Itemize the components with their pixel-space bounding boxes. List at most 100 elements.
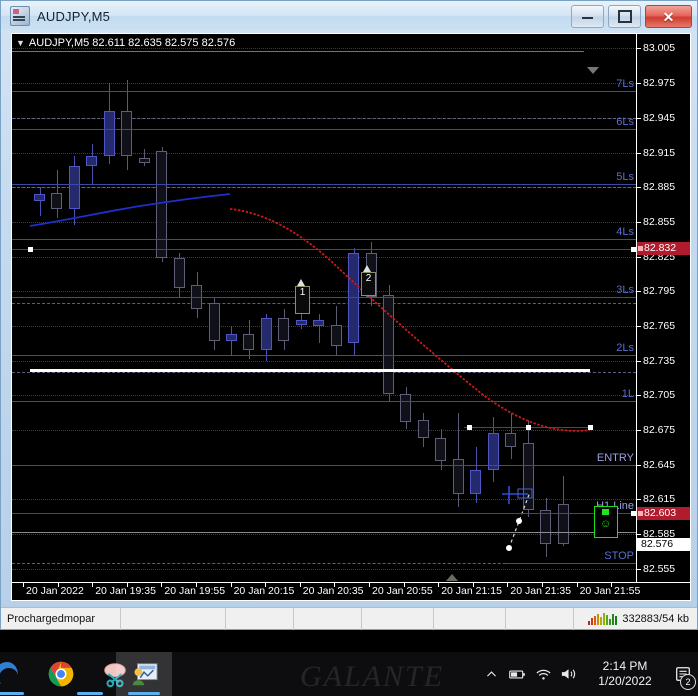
taskbar-item-snipping-tool[interactable] — [88, 652, 142, 696]
battery-icon[interactable] — [504, 652, 530, 696]
trendline-midpoint-handle — [516, 518, 522, 524]
chart-header: ▼ AUDJPY,M5 82.611 82.635 82.575 82.576 — [16, 37, 235, 49]
collapse-icon[interactable]: ▼ — [16, 38, 25, 48]
red-price-line[interactable] — [12, 249, 636, 251]
time-tick: 20 Jan 20:55 — [372, 585, 433, 597]
line-handle[interactable] — [588, 425, 593, 431]
title-bar[interactable]: AUDJPY,M5 ✕ — [1, 1, 697, 31]
taskbar-item-chrome[interactable] — [34, 652, 103, 696]
candle-body — [505, 433, 517, 448]
level-line-6ls[interactable] — [12, 129, 636, 131]
ea-face-glyph: ☺ — [600, 518, 612, 530]
window-title: AUDJPY,M5 — [37, 8, 111, 24]
taskbar-item-metatrader[interactable] — [116, 652, 172, 696]
candle-body — [191, 285, 203, 309]
chart-plot-area[interactable]: ▼ AUDJPY,M5 82.611 82.635 82.575 82.576 8… — [12, 34, 690, 600]
price-gridline — [12, 325, 636, 327]
line-handle[interactable] — [631, 511, 636, 517]
level-line-3ls[interactable] — [12, 297, 636, 299]
candle-body — [348, 253, 360, 344]
white-resistance-line[interactable] — [30, 369, 590, 373]
candle-body — [435, 438, 447, 462]
level-line-entry[interactable] — [12, 464, 636, 466]
candle-body — [452, 458, 464, 494]
taskbar-item-edge[interactable] — [0, 652, 34, 696]
edge-running-indicator — [0, 692, 24, 695]
header-underline — [12, 51, 584, 52]
time-gridline-mark — [507, 583, 509, 587]
candle-body — [400, 394, 412, 422]
price-tick: 82.945 — [637, 112, 675, 124]
candle-wick — [318, 314, 320, 344]
close-button[interactable]: ✕ — [645, 5, 692, 28]
time-tick: 20 Jan 21:15 — [441, 585, 502, 597]
price-tag: 82.832 — [637, 242, 690, 256]
time-gridline-mark — [334, 583, 336, 587]
level-line-1l[interactable] — [12, 401, 636, 403]
trade-marker-2[interactable]: 2 — [361, 272, 376, 296]
level-label-6ls: 6Ls — [616, 116, 634, 129]
level-label-1l: 1L — [621, 388, 634, 401]
ma-line — [29, 193, 231, 227]
snipping-tool-icon — [104, 663, 126, 688]
time-gridline-mark — [23, 583, 24, 587]
status-cell-6 — [506, 607, 574, 630]
gray-line[interactable] — [12, 532, 636, 534]
price-gridline — [12, 83, 636, 85]
price-axis[interactable]: 83.005 82.975 82.945 82.915 82.885 82.855 82.8… — [636, 34, 690, 600]
price-gridline — [12, 429, 636, 431]
level-line-stop[interactable] — [506, 562, 636, 564]
maximize-button[interactable] — [608, 5, 641, 28]
price-tick: 82.885 — [637, 181, 675, 193]
selected-object-box — [517, 488, 533, 499]
level-line-7ls[interactable] — [12, 91, 636, 93]
chart-scroll-caret-top[interactable] — [587, 67, 599, 74]
level-line-2ls[interactable] — [12, 354, 636, 356]
price-gridline — [12, 534, 636, 536]
line-handle[interactable] — [28, 247, 33, 253]
dashed-gridline — [12, 187, 636, 189]
time-gridline-mark — [542, 583, 543, 587]
time-gridline-mark — [403, 583, 405, 587]
red-price-line[interactable] — [12, 513, 636, 515]
level-label-entry: ENTRY — [596, 451, 634, 464]
level-line-5ls[interactable] — [12, 183, 636, 185]
level-line-4ls[interactable] — [12, 239, 636, 241]
action-center-icon[interactable]: 2 — [668, 652, 698, 696]
time-tick: 20 Jan 20:15 — [233, 585, 295, 597]
ea-smiley-icon[interactable]: ☺ — [594, 506, 618, 538]
minimize-button[interactable] — [571, 5, 604, 28]
chart-canvas[interactable]: ▼ AUDJPY,M5 82.611 82.635 82.575 82.576 8… — [11, 33, 691, 601]
level-label-5ls: 5Ls — [616, 170, 634, 183]
line-handle[interactable] — [467, 425, 472, 431]
trade-marker-1[interactable]: 1 — [295, 286, 310, 314]
time-gridline-mark — [230, 583, 232, 587]
time-tick: 20 Jan 20:35 — [302, 585, 364, 597]
status-cell-2 — [226, 607, 294, 630]
candle-wick — [144, 149, 146, 167]
candle-body — [295, 320, 307, 325]
taskbar-clock[interactable]: 2:14 PM 1/20/2022 — [582, 652, 668, 696]
chart-scroll-caret-bottom[interactable] — [446, 574, 458, 581]
time-axis[interactable]: 20 Jan 2022 20 Jan 19:35 20 Jan 19:55 20 Ja… — [12, 582, 690, 600]
candle-body — [173, 257, 185, 288]
trade-marker-arrow-2 — [363, 265, 371, 272]
edge-icon — [0, 662, 18, 684]
chart-overlay — [29, 193, 591, 551]
line-handle[interactable] — [631, 247, 636, 253]
dashed-gridline — [12, 372, 636, 374]
minimize-icon — [582, 14, 593, 19]
trendline-start-handle — [506, 545, 512, 551]
price-gridline — [12, 568, 636, 570]
volume-icon[interactable] — [556, 652, 582, 696]
chart-window-icon — [10, 6, 30, 26]
candle-body — [330, 324, 342, 346]
line-handle[interactable] — [526, 425, 531, 431]
time-tick: 20 Jan 21:55 — [579, 585, 641, 597]
price-tick: 82.555 — [637, 563, 675, 575]
wifi-icon[interactable] — [530, 652, 556, 696]
level-label-3ls: 3Ls — [616, 284, 634, 297]
chevron-up-icon[interactable] — [478, 652, 504, 696]
candle-body — [383, 294, 394, 395]
candle-body — [68, 166, 80, 210]
